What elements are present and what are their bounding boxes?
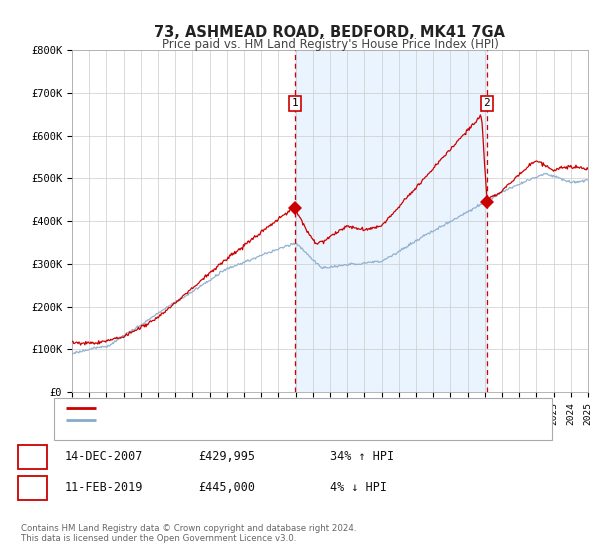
- Text: Contains HM Land Registry data © Crown copyright and database right 2024.: Contains HM Land Registry data © Crown c…: [21, 524, 356, 533]
- Text: 4% ↓ HPI: 4% ↓ HPI: [330, 481, 387, 494]
- Text: 73, ASHMEAD ROAD, BEDFORD, MK41 7GA: 73, ASHMEAD ROAD, BEDFORD, MK41 7GA: [155, 25, 505, 40]
- Text: This data is licensed under the Open Government Licence v3.0.: This data is licensed under the Open Gov…: [21, 534, 296, 543]
- Text: 14-DEC-2007: 14-DEC-2007: [65, 450, 143, 464]
- Text: HPI: Average price, detached house, Bedford: HPI: Average price, detached house, Bedf…: [102, 415, 352, 425]
- Bar: [295, 50, 487, 392]
- Text: £445,000: £445,000: [198, 481, 255, 494]
- Text: 1: 1: [29, 450, 36, 464]
- Text: 34% ↑ HPI: 34% ↑ HPI: [330, 450, 394, 464]
- Text: £429,995: £429,995: [198, 450, 255, 464]
- Text: 73, ASHMEAD ROAD, BEDFORD, MK41 7GA (detached house): 73, ASHMEAD ROAD, BEDFORD, MK41 7GA (det…: [102, 403, 443, 413]
- Text: 2: 2: [484, 99, 490, 108]
- Text: 2: 2: [29, 481, 36, 494]
- Text: 1: 1: [292, 99, 298, 108]
- Text: 11-FEB-2019: 11-FEB-2019: [65, 481, 143, 494]
- Text: Price paid vs. HM Land Registry's House Price Index (HPI): Price paid vs. HM Land Registry's House …: [161, 38, 499, 50]
